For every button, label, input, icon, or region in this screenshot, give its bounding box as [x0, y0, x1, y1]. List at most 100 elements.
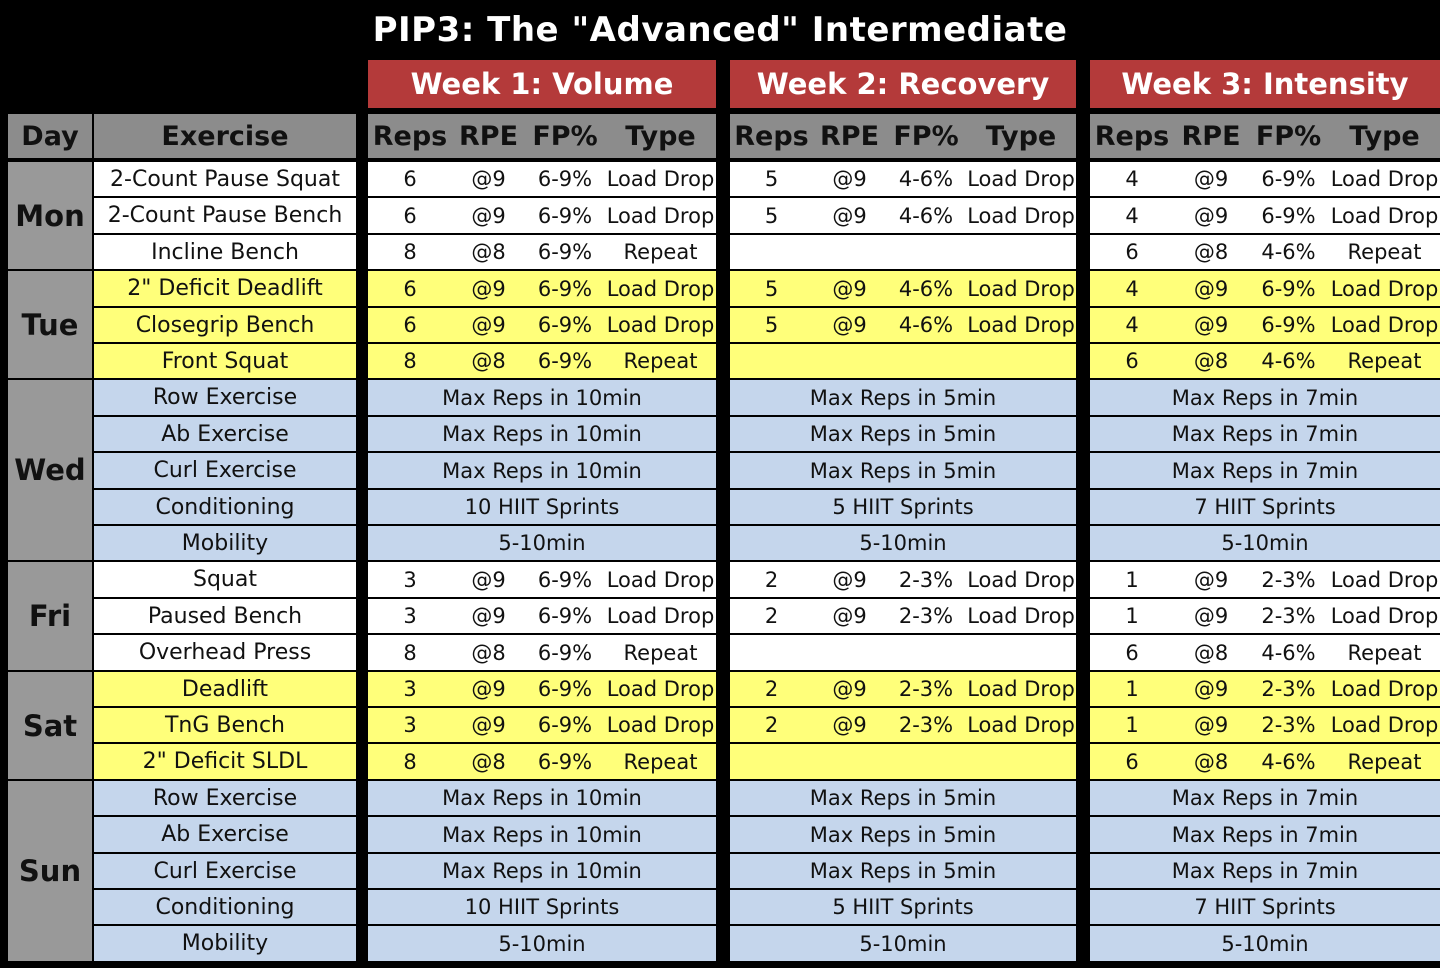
week2-type-cell: Load Drop — [966, 562, 1076, 597]
week2-reps-cell — [730, 344, 813, 378]
week2-fppct-cell — [886, 235, 966, 269]
column-header-rpe-week1: RPE — [452, 114, 525, 158]
exercise-name: Row Exercise — [94, 781, 356, 815]
column-header-type-week1: Type — [605, 114, 716, 158]
week1-fppct-cell: 6-9% — [525, 162, 605, 196]
exercise-name: Deadlift — [94, 672, 356, 706]
day-label-sun: Sun — [8, 781, 92, 961]
week1-reps-cell: 6 — [368, 162, 452, 196]
week2-prescription: 5-10min — [730, 926, 1076, 961]
week1-rpe-cell: @9 — [452, 271, 525, 306]
week3-prescription: Max Reps in 7min — [1090, 817, 1440, 852]
week3-fppct-cell: 6-9% — [1248, 162, 1329, 196]
week2-type-cell — [966, 235, 1076, 269]
week1-type-cell: Load Drop — [605, 672, 716, 706]
week3-type-cell: Load Drop — [1329, 162, 1440, 196]
exercise-name: Ab Exercise — [94, 817, 356, 852]
week2-type-cell: Load Drop — [966, 271, 1076, 306]
week2-type-cell: Load Drop — [966, 308, 1076, 342]
exercise-name: Squat — [94, 562, 356, 597]
week3-type-cell: Load Drop — [1329, 562, 1440, 597]
week2-fppct-cell: 2-3% — [886, 599, 966, 633]
week1-reps-cell: 6 — [368, 308, 452, 342]
week2-reps-cell: 2 — [730, 708, 813, 742]
week3-prescription: Max Reps in 7min — [1090, 380, 1440, 415]
week3-reps-cell: 6 — [1090, 235, 1174, 269]
week1-type-cell: Load Drop — [605, 562, 716, 597]
week1-fppct-cell: 6-9% — [525, 235, 605, 269]
week2-rpe-cell — [813, 635, 886, 670]
column-header-rpe-week3: RPE — [1174, 114, 1248, 158]
week2-type-cell: Load Drop — [966, 198, 1076, 233]
exercise-name: 2-Count Pause Bench — [94, 198, 356, 233]
week3-type-cell: Load Drop — [1329, 672, 1440, 706]
week3-rpe-cell: @9 — [1174, 672, 1248, 706]
exercise-name: Mobility — [94, 926, 356, 961]
week2-reps-cell — [730, 744, 813, 779]
week3-type-cell: Load Drop — [1329, 308, 1440, 342]
week3-prescription: Max Reps in 7min — [1090, 781, 1440, 815]
column-header-fppct-week3: FP% — [1248, 114, 1329, 158]
week1-reps-cell: 3 — [368, 672, 452, 706]
week1-reps-cell: 8 — [368, 344, 452, 378]
week1-fppct-cell: 6-9% — [525, 562, 605, 597]
week1-type-cell: Load Drop — [605, 271, 716, 306]
week3-type-cell: Load Drop — [1329, 708, 1440, 742]
exercise-name: Paused Bench — [94, 599, 356, 633]
week1-rpe-cell: @9 — [452, 308, 525, 342]
week3-rpe-cell: @9 — [1174, 198, 1248, 233]
day-label-fri: Fri — [8, 562, 92, 670]
week1-fppct-cell: 6-9% — [525, 708, 605, 742]
week3-rpe-cell: @8 — [1174, 235, 1248, 269]
week3-type-cell: Load Drop — [1329, 599, 1440, 633]
week1-fppct-cell: 6-9% — [525, 672, 605, 706]
week1-rpe-cell: @8 — [452, 635, 525, 670]
week1-type-cell: Repeat — [605, 344, 716, 378]
week1-fppct-cell: 6-9% — [525, 198, 605, 233]
week1-type-cell: Repeat — [605, 744, 716, 779]
week-header-3: Week 3: Intensity — [1090, 60, 1440, 108]
week1-rpe-cell: @9 — [452, 562, 525, 597]
week3-type-cell: Load Drop — [1329, 198, 1440, 233]
week1-type-cell: Load Drop — [605, 198, 716, 233]
week3-rpe-cell: @9 — [1174, 162, 1248, 196]
week3-fppct-cell: 2-3% — [1248, 708, 1329, 742]
week3-fppct-cell: 4-6% — [1248, 235, 1329, 269]
week1-prescription: 5-10min — [368, 526, 716, 560]
week2-reps-cell: 2 — [730, 562, 813, 597]
week1-prescription: 10 HIIT Sprints — [368, 890, 716, 924]
exercise-name: Ab Exercise — [94, 417, 356, 451]
week3-rpe-cell: @8 — [1174, 744, 1248, 779]
week2-rpe-cell: @9 — [813, 599, 886, 633]
week2-fppct-cell: 4-6% — [886, 162, 966, 196]
week1-rpe-cell: @9 — [452, 708, 525, 742]
week3-reps-cell: 1 — [1090, 672, 1174, 706]
exercise-name: Mobility — [94, 526, 356, 560]
week3-reps-cell: 1 — [1090, 708, 1174, 742]
week1-prescription: 5-10min — [368, 926, 716, 961]
column-header-rpe-week2: RPE — [813, 114, 886, 158]
week2-rpe-cell: @9 — [813, 198, 886, 233]
week3-fppct-cell: 4-6% — [1248, 344, 1329, 378]
week3-reps-cell: 1 — [1090, 599, 1174, 633]
week1-reps-cell: 3 — [368, 599, 452, 633]
week2-type-cell: Load Drop — [966, 599, 1076, 633]
week2-fppct-cell — [886, 635, 966, 670]
column-header-reps-week1: Reps — [368, 114, 452, 158]
week2-reps-cell — [730, 635, 813, 670]
week2-rpe-cell: @9 — [813, 271, 886, 306]
week2-reps-cell: 5 — [730, 308, 813, 342]
exercise-name: 2" Deficit Deadlift — [94, 271, 356, 306]
exercise-name: Curl Exercise — [94, 854, 356, 888]
week3-prescription: 5-10min — [1090, 526, 1440, 560]
week1-rpe-cell: @8 — [452, 344, 525, 378]
week1-rpe-cell: @9 — [452, 198, 525, 233]
week3-fppct-cell: 6-9% — [1248, 308, 1329, 342]
week1-prescription: 10 HIIT Sprints — [368, 490, 716, 524]
exercise-name: Row Exercise — [94, 380, 356, 415]
week2-rpe-cell: @9 — [813, 162, 886, 196]
week1-type-cell: Load Drop — [605, 599, 716, 633]
week3-prescription: Max Reps in 7min — [1090, 417, 1440, 451]
week1-rpe-cell: @8 — [452, 744, 525, 779]
column-header-exercise: Exercise — [94, 114, 356, 158]
